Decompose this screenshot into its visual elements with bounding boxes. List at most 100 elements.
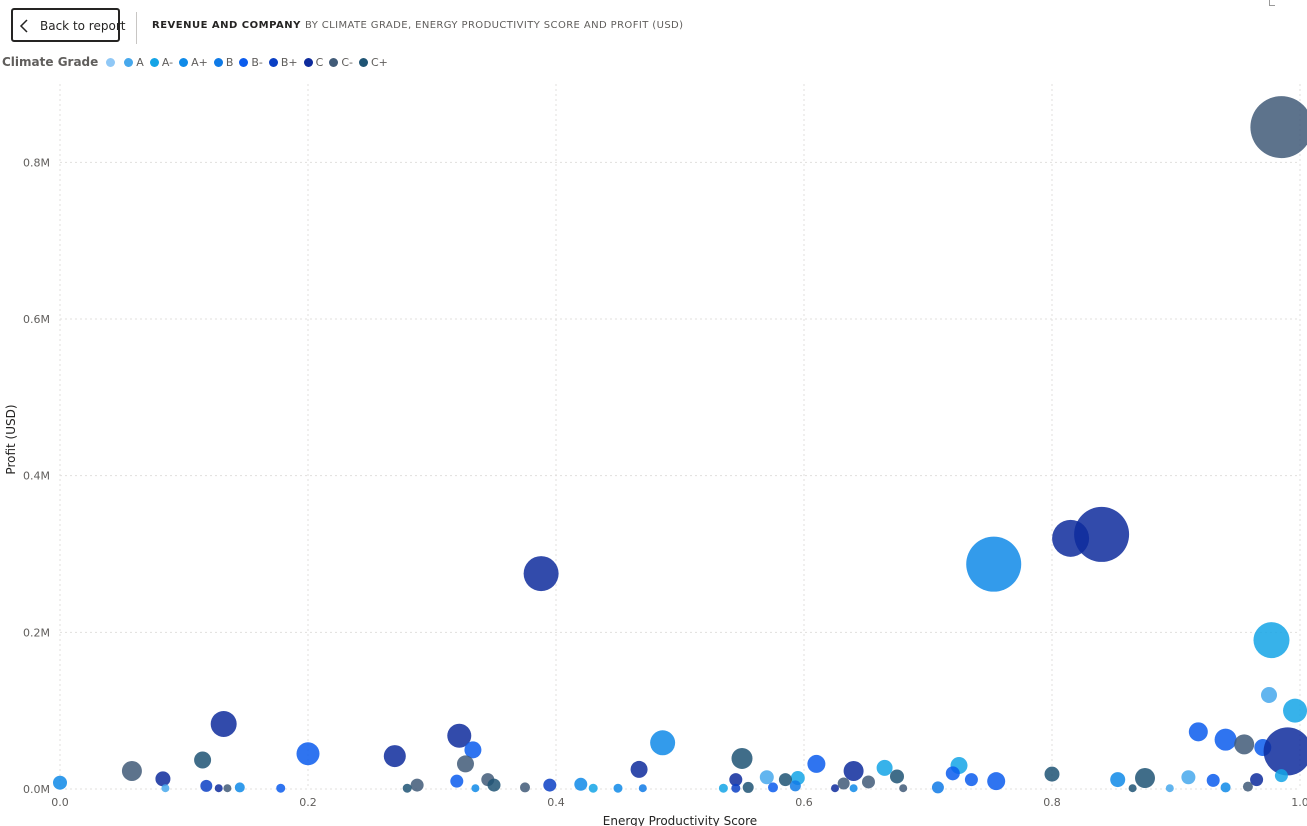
chevron-left-icon [19, 19, 28, 33]
data-point[interactable] [1242, 781, 1253, 792]
y-axis-title: Profit (USD) [4, 404, 18, 474]
data-point[interactable] [383, 745, 406, 768]
legend-item-bplus[interactable]: B+ [268, 56, 298, 69]
data-point[interactable] [210, 710, 237, 737]
chart-points [53, 96, 1307, 794]
data-point[interactable] [471, 784, 480, 793]
y-tick-label: 0.2M [23, 626, 50, 639]
data-point[interactable] [523, 556, 559, 592]
data-point[interactable] [200, 779, 213, 792]
data-point[interactable] [1234, 734, 1255, 755]
legend-item-b[interactable]: B [213, 55, 234, 69]
data-point[interactable] [1074, 506, 1130, 562]
data-point[interactable] [450, 774, 464, 788]
scatter-chart: 0.0 0.2 0.4 0.6 0.8 1.0 0.0M 0.2M 0.4M 0.6M 0.8M En… [4, 84, 1307, 826]
data-point[interactable] [402, 783, 412, 793]
y-tick-label: 0.8M [23, 156, 50, 169]
data-point[interactable] [964, 773, 978, 787]
data-point[interactable] [742, 781, 754, 793]
data-point[interactable] [931, 781, 944, 794]
y-tick-label: 0.0M [23, 783, 50, 796]
data-point[interactable] [966, 536, 1022, 592]
data-point[interactable] [1128, 784, 1137, 793]
top-bar: Back to report REVENUE AND COMPANY BY CL… [0, 0, 1307, 52]
data-point[interactable] [1274, 769, 1288, 783]
data-point[interactable] [638, 784, 647, 793]
data-point[interactable] [837, 777, 850, 790]
legend-item-blank[interactable] [106, 57, 118, 67]
data-point[interactable] [1214, 728, 1237, 751]
data-point[interactable] [759, 770, 774, 785]
data-point[interactable] [1253, 622, 1290, 659]
data-point[interactable] [520, 782, 530, 793]
legend-dot-icon [124, 57, 134, 67]
data-point[interactable] [731, 747, 753, 769]
data-point[interactable] [843, 760, 864, 781]
data-point[interactable] [876, 759, 893, 776]
data-point[interactable] [718, 783, 728, 793]
data-point[interactable] [613, 783, 623, 793]
legend-label: A+ [191, 55, 208, 69]
legend-label: C+ [371, 55, 388, 69]
data-point[interactable] [731, 783, 741, 793]
data-point[interactable] [1044, 766, 1060, 782]
data-point[interactable] [588, 783, 598, 793]
data-point[interactable] [861, 775, 875, 789]
legend-item-bminus[interactable]: B- [239, 56, 263, 69]
legend-dot-icon [179, 57, 189, 67]
data-point[interactable] [155, 771, 171, 787]
data-point[interactable] [1165, 784, 1174, 793]
data-point[interactable] [1052, 519, 1090, 557]
data-point[interactable] [768, 782, 778, 793]
data-point[interactable] [53, 775, 67, 790]
data-point[interactable] [789, 780, 801, 792]
back-to-report-button[interactable]: Back to report [11, 8, 125, 42]
data-point[interactable] [1250, 773, 1264, 787]
data-point[interactable] [121, 760, 142, 781]
data-point[interactable] [487, 778, 501, 792]
data-point[interactable] [1261, 687, 1277, 703]
data-point[interactable] [899, 784, 908, 793]
data-point[interactable] [276, 783, 286, 793]
legend-label: B [225, 55, 234, 69]
data-point[interactable] [447, 723, 472, 748]
data-point[interactable] [1110, 772, 1126, 788]
data-point[interactable] [1263, 727, 1307, 776]
data-point[interactable] [410, 778, 424, 792]
data-point[interactable] [890, 769, 904, 784]
data-point[interactable] [574, 777, 588, 791]
legend-item-a[interactable]: A [124, 56, 144, 69]
data-point[interactable] [1181, 770, 1196, 785]
data-point[interactable] [223, 784, 232, 793]
data-point[interactable] [456, 755, 474, 773]
data-point[interactable] [1220, 782, 1231, 793]
data-point[interactable] [1206, 773, 1220, 787]
data-point[interactable] [778, 773, 792, 787]
data-point[interactable] [1135, 768, 1155, 789]
legend-item-aplus[interactable]: A+ [179, 56, 208, 69]
data-point[interactable] [849, 784, 858, 793]
data-point[interactable] [1188, 722, 1208, 742]
data-point[interactable] [234, 782, 245, 793]
legend-item-cplus[interactable]: C+ [359, 56, 388, 69]
legend-item-aminus[interactable]: A- [149, 56, 173, 69]
data-point[interactable] [194, 751, 212, 769]
data-point[interactable] [464, 741, 482, 759]
data-point[interactable] [1283, 698, 1307, 723]
data-point[interactable] [987, 772, 1006, 791]
legend-item-cminus[interactable]: C- [329, 56, 353, 69]
data-point[interactable] [807, 754, 826, 773]
x-axis-title: Energy Productivity Score [603, 814, 757, 826]
data-point[interactable] [1250, 96, 1307, 159]
data-point[interactable] [945, 766, 960, 781]
data-point[interactable] [296, 742, 320, 766]
data-point[interactable] [543, 778, 557, 792]
data-point[interactable] [161, 784, 170, 793]
data-point[interactable] [831, 784, 839, 793]
data-point[interactable] [214, 784, 223, 793]
data-point[interactable] [729, 773, 743, 787]
data-point[interactable] [630, 760, 648, 778]
legend: Climate Grade A A- A+ B B- B+ C C- C+ [2, 54, 394, 70]
legend-item-c[interactable]: C [303, 56, 323, 69]
data-point[interactable] [650, 730, 676, 756]
